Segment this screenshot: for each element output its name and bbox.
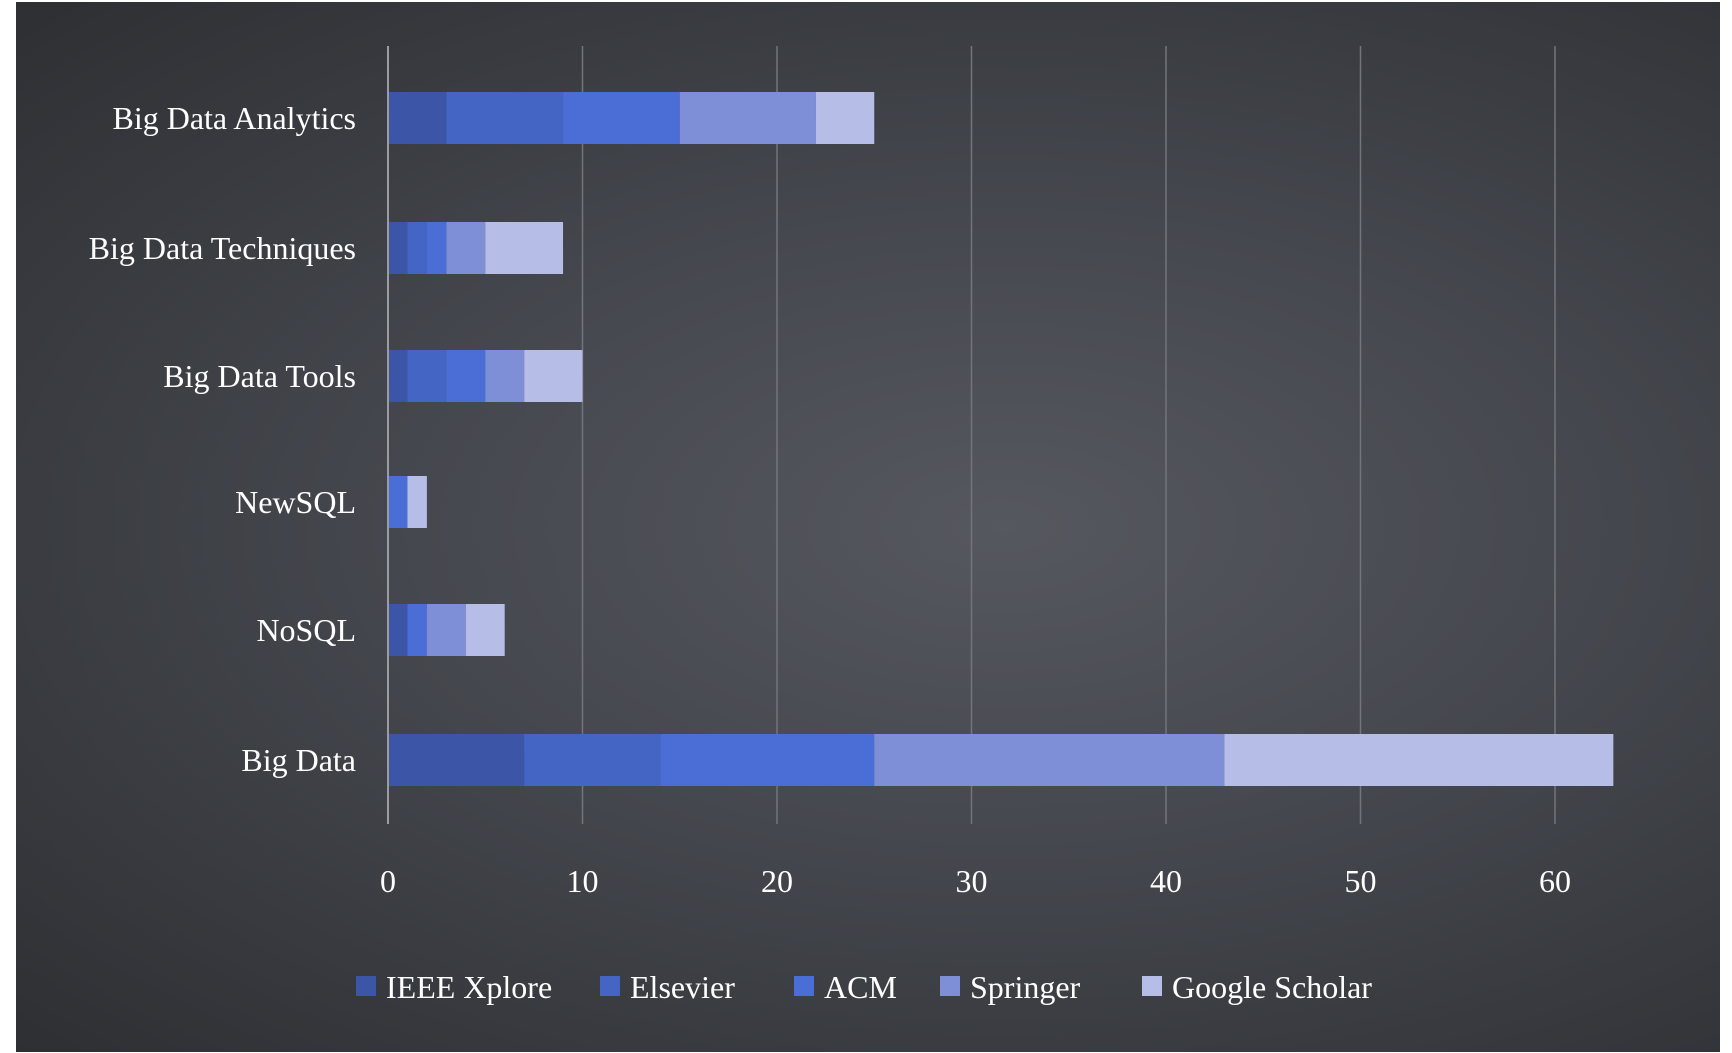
legend-swatch-acm [794, 976, 814, 996]
bar-big-data-tools-elsevier [407, 350, 447, 402]
bar-big-data-techniques-springer [446, 222, 486, 274]
legend-swatch-ieee-xplore [356, 976, 376, 996]
category-label-big-data-analytics: Big Data Analytics [112, 100, 356, 136]
bar-nosql-google-scholar [465, 604, 505, 656]
category-label-big-data: Big Data [241, 742, 356, 778]
category-label-newsql: NewSQL [235, 484, 356, 520]
x-tick-label: 60 [1539, 863, 1571, 899]
legend: IEEE Xplore Elsevier ACM Springer Google Sch… [356, 969, 1372, 1005]
bar-big-data-tools-acm [446, 350, 486, 402]
bar-nosql-ieee-xplore [388, 604, 408, 656]
stacked-bar-chart: Big Data Analytics Big Data Techniques Big… [89, 46, 1614, 1005]
category-label-big-data-tools: Big Data Tools [163, 358, 356, 394]
x-tick-label: 30 [956, 863, 988, 899]
bar-big-data-analytics-google-scholar [815, 92, 875, 144]
bar-big-data-springer [874, 734, 1225, 786]
bar-nosql-acm [407, 604, 427, 656]
bar-big-data-tools-ieee-xplore [388, 350, 408, 402]
bar-big-data-acm [660, 734, 875, 786]
bar-big-data-techniques-elsevier [407, 222, 427, 274]
bar-big-data-techniques-ieee-xplore [388, 222, 408, 274]
bar-big-data-ieee-xplore [388, 734, 525, 786]
legend-label-elsevier: Elsevier [630, 969, 735, 1005]
bar-newsql-google-scholar [407, 476, 427, 528]
bar-big-data-analytics-acm [563, 92, 680, 144]
category-label-big-data-techniques: Big Data Techniques [89, 230, 356, 266]
bar-big-data-elsevier [524, 734, 661, 786]
legend-swatch-google-scholar [1142, 976, 1162, 996]
bar-big-data-techniques-acm [426, 222, 447, 274]
category-labels: Big Data Analytics Big Data Techniques Big… [89, 100, 356, 778]
value-axis-ticks: 0 10 20 30 40 50 60 [380, 863, 1571, 899]
bar-big-data-techniques-google-scholar [485, 222, 564, 274]
x-tick-label: 0 [380, 863, 396, 899]
x-tick-label: 20 [761, 863, 793, 899]
x-tick-label: 50 [1345, 863, 1377, 899]
x-tick-label: 10 [567, 863, 599, 899]
bar-big-data-analytics-elsevier [446, 92, 564, 144]
bar-big-data-analytics-ieee-xplore [388, 92, 447, 144]
bars [388, 92, 1614, 786]
legend-label-ieee-xplore: IEEE Xplore [386, 969, 552, 1005]
legend-swatch-springer [940, 976, 960, 996]
bar-nosql-springer [426, 604, 466, 656]
legend-label-acm: ACM [824, 969, 897, 1005]
bar-big-data-tools-google-scholar [524, 350, 583, 402]
x-tick-label: 40 [1150, 863, 1182, 899]
legend-label-google-scholar: Google Scholar [1172, 969, 1372, 1005]
chart-panel: Big Data Analytics Big Data Techniques Big… [16, 2, 1720, 1052]
legend-swatch-elsevier [600, 976, 620, 996]
gridlines [581, 46, 1556, 824]
category-label-nosql: NoSQL [256, 612, 356, 648]
legend-label-springer: Springer [970, 969, 1081, 1005]
bar-big-data-tools-springer [485, 350, 525, 402]
bar-big-data-google-scholar [1224, 734, 1614, 786]
bar-newsql-acm [388, 476, 408, 528]
bar-big-data-analytics-springer [679, 92, 816, 144]
